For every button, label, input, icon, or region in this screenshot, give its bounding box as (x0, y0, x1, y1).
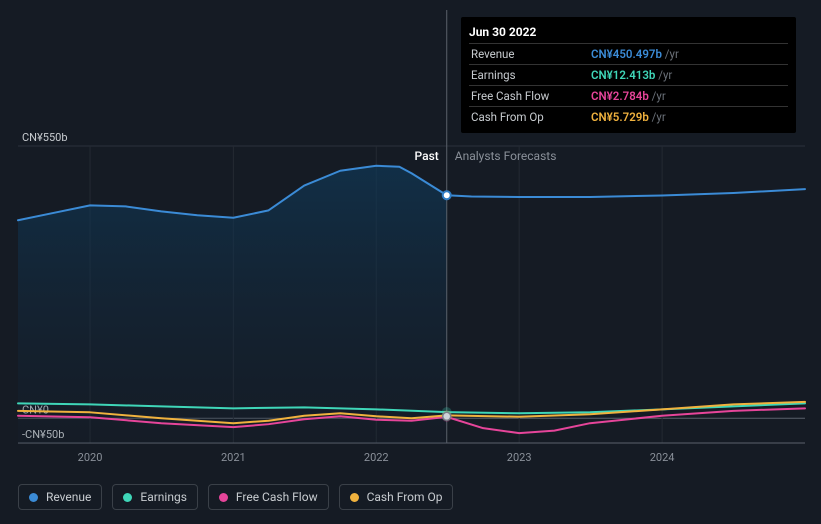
svg-text:Analysts Forecasts: Analysts Forecasts (455, 149, 557, 163)
svg-text:CN¥550b: CN¥550b (22, 131, 68, 144)
legend-label: Revenue (46, 490, 91, 504)
svg-text:2020: 2020 (78, 451, 103, 464)
legend-dot-icon (123, 493, 132, 502)
legend-dot-icon (350, 493, 359, 502)
legend-label: Free Cash Flow (236, 490, 318, 504)
svg-text:Past: Past (415, 149, 439, 163)
tooltip-date: Jun 30 2022 (469, 23, 788, 43)
svg-text:2022: 2022 (364, 451, 389, 464)
legend-label: Earnings (140, 490, 187, 504)
legend-item-earnings[interactable]: Earnings (112, 484, 198, 510)
legend-item-cfo[interactable]: Cash From Op (339, 484, 454, 510)
legend-item-fcf[interactable]: Free Cash Flow (208, 484, 329, 510)
tooltip-metric-value: CN¥450.497b /yr (589, 44, 788, 65)
legend-item-revenue[interactable]: Revenue (18, 484, 102, 510)
tooltip-row: EarningsCN¥12.413b /yr (469, 65, 788, 86)
tooltip-row: Free Cash FlowCN¥2.784b /yr (469, 86, 788, 107)
tooltip-metric-value: CN¥2.784b /yr (589, 86, 788, 107)
legend-dot-icon (219, 493, 228, 502)
tooltip-metric-unit: /yr (662, 47, 679, 61)
earnings-revenue-chart: CN¥550bCN¥0-CN¥50b20202021202220232024Pa… (0, 0, 821, 524)
tooltip-metric-value: CN¥5.729b /yr (589, 107, 788, 128)
tooltip-row: RevenueCN¥450.497b /yr (469, 44, 788, 65)
tooltip-metric-label: Free Cash Flow (469, 86, 589, 107)
tooltip-metric-unit: /yr (655, 68, 672, 82)
svg-text:2023: 2023 (507, 451, 532, 464)
legend-label: Cash From Op (367, 490, 443, 504)
chart-legend: Revenue Earnings Free Cash Flow Cash From O… (18, 484, 453, 510)
svg-text:2021: 2021 (221, 451, 246, 464)
tooltip-metric-value: CN¥12.413b /yr (589, 65, 788, 86)
tooltip-row: Cash From OpCN¥5.729b /yr (469, 107, 788, 128)
tooltip-metric-label: Revenue (469, 44, 589, 65)
svg-text:2024: 2024 (650, 451, 675, 464)
tooltip-table: RevenueCN¥450.497b /yrEarningsCN¥12.413b… (469, 43, 788, 127)
tooltip-metric-label: Cash From Op (469, 107, 589, 128)
legend-dot-icon (29, 493, 38, 502)
tooltip-metric-label: Earnings (469, 65, 589, 86)
tooltip-metric-unit: /yr (649, 110, 666, 124)
chart-tooltip: Jun 30 2022 RevenueCN¥450.497b /yrEarnin… (461, 17, 796, 133)
tooltip-metric-unit: /yr (649, 89, 666, 103)
